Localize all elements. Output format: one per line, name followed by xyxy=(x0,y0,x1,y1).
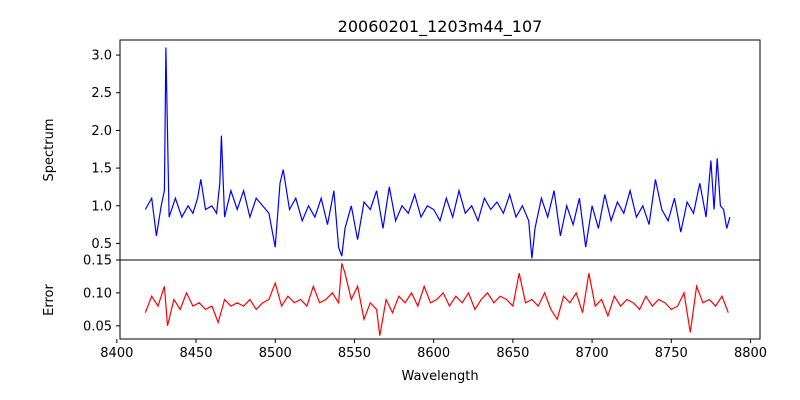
spectrum-y-tick-label: 2.0 xyxy=(91,124,112,139)
x-tick-label: 8700 xyxy=(576,346,609,361)
figure-title: 20060201_1203m44_107 xyxy=(338,17,543,37)
error-y-tick-label: 0.05 xyxy=(83,319,112,334)
error-panel: 0.05 0.10 0.15 8400 8450 8500 8550 8600 8650 870… xyxy=(42,254,767,385)
spectrum-series-line xyxy=(144,47,731,259)
spectrum-y-tick-label: 3.0 xyxy=(91,49,112,64)
spectrum-axes-frame xyxy=(119,39,761,261)
spectrum-y-tick-label: 2.5 xyxy=(91,86,112,101)
x-tick-label: 8750 xyxy=(655,346,688,361)
x-tick-label: 8450 xyxy=(179,346,212,361)
x-axis-label: Wavelength xyxy=(401,369,478,384)
error-y-tick-label: 0.15 xyxy=(83,254,112,269)
x-tick-label: 8800 xyxy=(734,346,767,361)
spectrum-y-tick-label: 1.5 xyxy=(91,162,112,177)
spectrum-y-label: Spectrum xyxy=(42,119,57,182)
x-tick-label: 8400 xyxy=(100,346,133,361)
x-tick-label: 8600 xyxy=(417,346,450,361)
spectrum-panel: 0.5 1.0 1.5 2.0 2.5 3.0 Spectrum xyxy=(42,39,761,261)
spectrum-y-ticks: 0.5 1.0 1.5 2.0 2.5 3.0 xyxy=(91,49,120,252)
spectrum-y-tick-label: 1.0 xyxy=(91,199,112,214)
spectrum-y-tick-label: 0.5 xyxy=(91,237,112,252)
error-series-line xyxy=(144,263,729,336)
error-axes-frame xyxy=(119,259,761,340)
wavelength-x-ticks: 8400 8450 8500 8550 8600 8650 8700 8750 8800 xyxy=(100,339,767,361)
x-tick-label: 8550 xyxy=(338,346,371,361)
error-y-ticks: 0.05 0.10 0.15 xyxy=(83,254,120,334)
x-tick-label: 8500 xyxy=(259,346,292,361)
error-y-label: Error xyxy=(42,284,57,316)
x-tick-label: 8650 xyxy=(496,346,529,361)
error-y-tick-label: 0.10 xyxy=(83,286,112,301)
